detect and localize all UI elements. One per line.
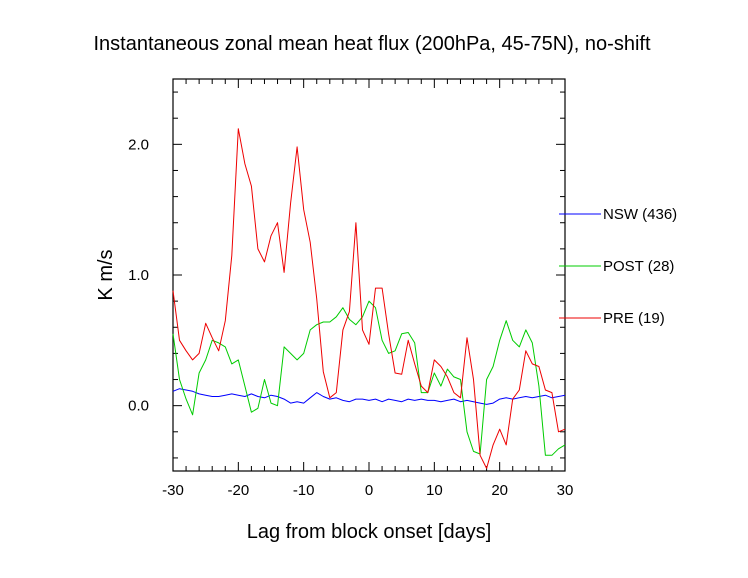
y-tick-label: 1.0 <box>128 267 149 284</box>
x-tick-label: 0 <box>365 482 373 499</box>
series-line <box>172 388 566 405</box>
x-axis-label: Lag from block onset [days] <box>247 521 492 543</box>
x-tick-label: 30 <box>557 482 574 499</box>
x-tick-label: -20 <box>227 482 249 499</box>
x-tick-label: 20 <box>491 482 508 499</box>
legend-label: POST (28) <box>603 258 674 275</box>
x-tick-label: -30 <box>162 482 184 499</box>
series-line <box>172 300 566 456</box>
axis-ticks <box>172 79 566 471</box>
series-lines <box>172 128 566 469</box>
x-tick-label: 10 <box>426 482 443 499</box>
x-tick-labels: -30 -20 -10 0 10 20 30 <box>162 482 573 499</box>
series-line <box>172 128 566 469</box>
chart-title: Instantaneous zonal mean heat flux (200h… <box>93 33 650 55</box>
x-tick-label: -10 <box>293 482 315 499</box>
legend: NSW (436) POST (28) PRE (19) <box>559 206 677 327</box>
y-tick-labels: 0.0 1.0 2.0 <box>128 136 149 414</box>
y-tick-label: 2.0 <box>128 136 149 153</box>
y-tick-label: 0.0 <box>128 398 149 415</box>
legend-label: NSW (436) <box>603 206 677 223</box>
y-axis-label: K m/s <box>95 249 117 300</box>
legend-label: PRE (19) <box>603 310 665 327</box>
plot-frame <box>172 78 566 472</box>
